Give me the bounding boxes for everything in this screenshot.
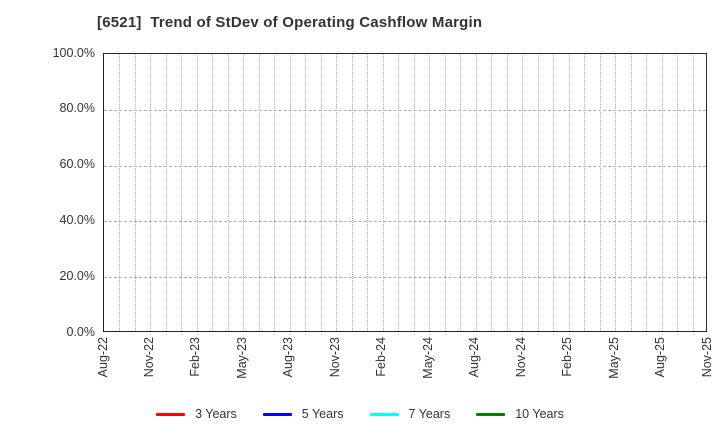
y-tick-label: 60.0%: [59, 157, 95, 172]
legend-line-swatch: [262, 412, 292, 416]
vertical-gridline: [537, 54, 539, 331]
vertical-gridline: [460, 54, 462, 331]
vertical-gridline: [305, 54, 307, 331]
y-tick-label: 0.0%: [66, 324, 96, 339]
y-tick-label: 20.0%: [59, 268, 95, 283]
vertical-gridline: [692, 54, 694, 331]
x-tick-label: Nov-22: [141, 337, 156, 378]
x-tick-label: May-25: [606, 337, 621, 379]
x-tick-label: Nov-23: [327, 337, 342, 378]
legend-label: 3 Years: [195, 407, 237, 421]
y-tick-label: 80.0%: [59, 101, 95, 116]
legend: 3 Years 5 Years 7 Years 10 Years: [0, 404, 720, 424]
vertical-gridline: [398, 54, 400, 331]
vertical-gridline: [320, 54, 322, 331]
legend-item: 7 Years: [369, 407, 451, 421]
legend-item: 10 Years: [476, 407, 564, 421]
vertical-gridline: [367, 54, 369, 331]
legend-line-swatch: [369, 412, 399, 416]
vertical-gridline: [630, 54, 632, 331]
x-tick-label: Aug-22: [95, 337, 110, 378]
horizontal-gridline: [104, 277, 706, 279]
x-tick-label: Feb-23: [188, 337, 203, 377]
vertical-gridline: [181, 54, 183, 331]
vertical-gridline: [258, 54, 260, 331]
vertical-gridline: [351, 54, 353, 331]
chart-title: [6521] Trend of StDev of Operating Cashf…: [97, 14, 483, 31]
vertical-gridline: [568, 54, 570, 331]
horizontal-gridline: [104, 109, 706, 111]
vertical-gridline: [429, 54, 431, 331]
vertical-gridline: [553, 54, 555, 331]
vertical-gridline: [212, 54, 214, 331]
vertical-gridline: [413, 54, 415, 331]
vertical-gridline: [599, 54, 601, 331]
legend-item: 3 Years: [156, 407, 237, 421]
x-tick-label: Feb-24: [374, 337, 389, 377]
x-tick-label: Aug-24: [467, 337, 482, 378]
vertical-gridline: [646, 54, 648, 331]
legend-label: 7 Years: [408, 407, 451, 421]
x-tick-label: May-23: [234, 337, 249, 379]
x-tick-label: May-24: [420, 337, 435, 379]
vertical-gridline: [274, 54, 276, 331]
vertical-gridline: [243, 54, 245, 331]
vertical-gridline: [196, 54, 198, 331]
y-tick-label: 40.0%: [59, 212, 95, 227]
vertical-gridline: [150, 54, 152, 331]
vertical-gridline: [382, 54, 384, 331]
x-tick-label: Nov-25: [699, 337, 714, 378]
vertical-gridline: [615, 54, 617, 331]
legend-item: 5 Years: [262, 407, 344, 421]
vertical-gridline: [336, 54, 338, 331]
x-tick-label: Aug-23: [281, 337, 296, 378]
vertical-gridline: [227, 54, 229, 331]
plot-area: [103, 53, 707, 332]
vertical-gridline: [491, 54, 493, 331]
vertical-gridline: [661, 54, 663, 331]
vertical-gridline: [289, 54, 291, 331]
x-tick-label: Nov-24: [513, 337, 528, 378]
legend-line-swatch: [476, 412, 506, 416]
vertical-gridline: [584, 54, 586, 331]
horizontal-gridline: [104, 221, 706, 223]
vertical-gridline: [165, 54, 167, 331]
y-tick-label: 100.0%: [52, 45, 95, 60]
vertical-gridline: [475, 54, 477, 331]
vertical-gridline: [506, 54, 508, 331]
horizontal-gridline: [104, 165, 706, 167]
vertical-gridline: [119, 54, 121, 331]
vertical-gridline: [444, 54, 446, 331]
x-tick-label: Feb-25: [560, 337, 575, 377]
vertical-gridline: [522, 54, 524, 331]
vertical-gridline: [677, 54, 679, 331]
legend-label: 5 Years: [301, 407, 344, 421]
x-tick-label: Aug-25: [653, 337, 668, 378]
legend-line-swatch: [156, 412, 186, 416]
vertical-gridline: [134, 54, 136, 331]
legend-label: 10 Years: [515, 407, 564, 421]
